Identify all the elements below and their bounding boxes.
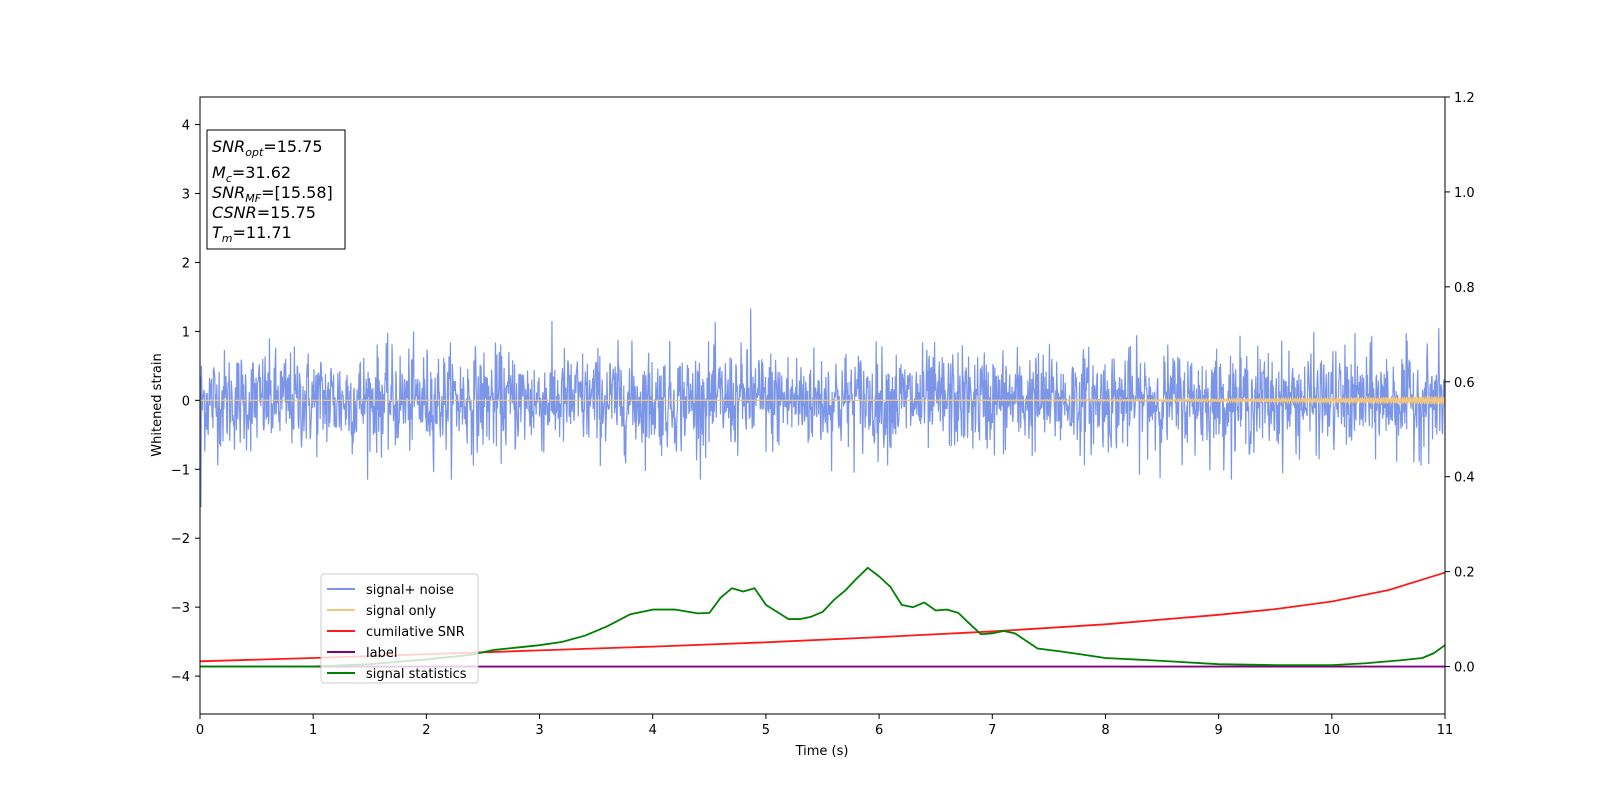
legend-entry: signal only xyxy=(366,604,436,619)
y-right-tick-label: 1.0 xyxy=(1454,186,1475,201)
y-left-tick-label: −3 xyxy=(171,601,190,616)
annotation-line: SNRMF=[15.58] xyxy=(212,183,333,205)
annotation-box: SNRopt=15.75 Mc=31.62SNRMF=[15.58]CSNR=15… xyxy=(206,129,346,250)
x-tick-label: 2 xyxy=(422,723,430,738)
y-left-tick-label: 3 xyxy=(182,188,190,203)
signal-statistics-line xyxy=(200,566,1446,668)
y-right-tick-label: 1.2 xyxy=(1454,91,1475,106)
x-axis-label: Time (s) xyxy=(795,744,849,759)
y-right-tick-label: 0.0 xyxy=(1454,661,1475,676)
x-tick-label: 10 xyxy=(1324,723,1341,738)
annotation-line: Mc=31.62 xyxy=(212,163,291,185)
x-tick-label: 1 xyxy=(309,723,317,738)
y-left-tick-label: −1 xyxy=(171,463,190,478)
annotation-line: SNRopt=15.75 xyxy=(212,137,323,159)
series-signal-only xyxy=(200,395,1446,406)
y-left-tick-label: −2 xyxy=(171,532,190,547)
y-right-tick-label: 0.6 xyxy=(1454,376,1475,391)
legend-frame xyxy=(320,573,479,684)
plot-frame xyxy=(199,96,1446,715)
x-tick-label: 3 xyxy=(535,723,543,738)
x-tick-label: 0 xyxy=(196,723,204,738)
legend-entry: label xyxy=(366,646,397,661)
x-tick-label: 5 xyxy=(762,723,770,738)
axis-ticks: 0 1 2 3 4 5 6 7 8 9 10 11 −4 −3 −2 −1 0 1 2 3 4 0.0 0.2 0.4 0.6 0… xyxy=(171,91,1475,738)
y-left-tick-label: 1 xyxy=(182,325,190,340)
y-axis-label: Whitened strain xyxy=(150,353,165,456)
annotation-frame xyxy=(206,129,346,250)
legend-entry: signal statistics xyxy=(366,667,467,682)
y-left-tick-label: 4 xyxy=(182,119,190,134)
legend: signal+ noise signal only cumilative SNR la… xyxy=(320,573,479,684)
y-right-tick-label: 0.2 xyxy=(1454,566,1475,581)
y-right-tick-label: 0.8 xyxy=(1454,281,1475,296)
y-left-tick-label: 0 xyxy=(182,394,190,409)
y-left-tick-label: 2 xyxy=(182,256,190,271)
annotation-line: CSNR=15.75 xyxy=(212,203,316,222)
y-right-tick-label: 0.4 xyxy=(1454,471,1475,486)
x-tick-label: 7 xyxy=(988,723,996,738)
legend-entry: cumilative SNR xyxy=(366,625,465,640)
annotation-line: Tm=11.71 xyxy=(212,223,292,245)
y-left-tick-label: −4 xyxy=(171,670,190,685)
x-tick-label: 6 xyxy=(875,723,883,738)
x-tick-label: 9 xyxy=(1214,723,1222,738)
series-signal-noise xyxy=(199,308,1446,508)
legend-entry: signal+ noise xyxy=(366,583,454,598)
signal-noise-line xyxy=(199,308,1446,508)
signal-only-line xyxy=(200,395,1446,406)
x-tick-label: 11 xyxy=(1437,723,1454,738)
x-tick-label: 4 xyxy=(649,723,657,738)
x-tick-label: 8 xyxy=(1101,723,1109,738)
